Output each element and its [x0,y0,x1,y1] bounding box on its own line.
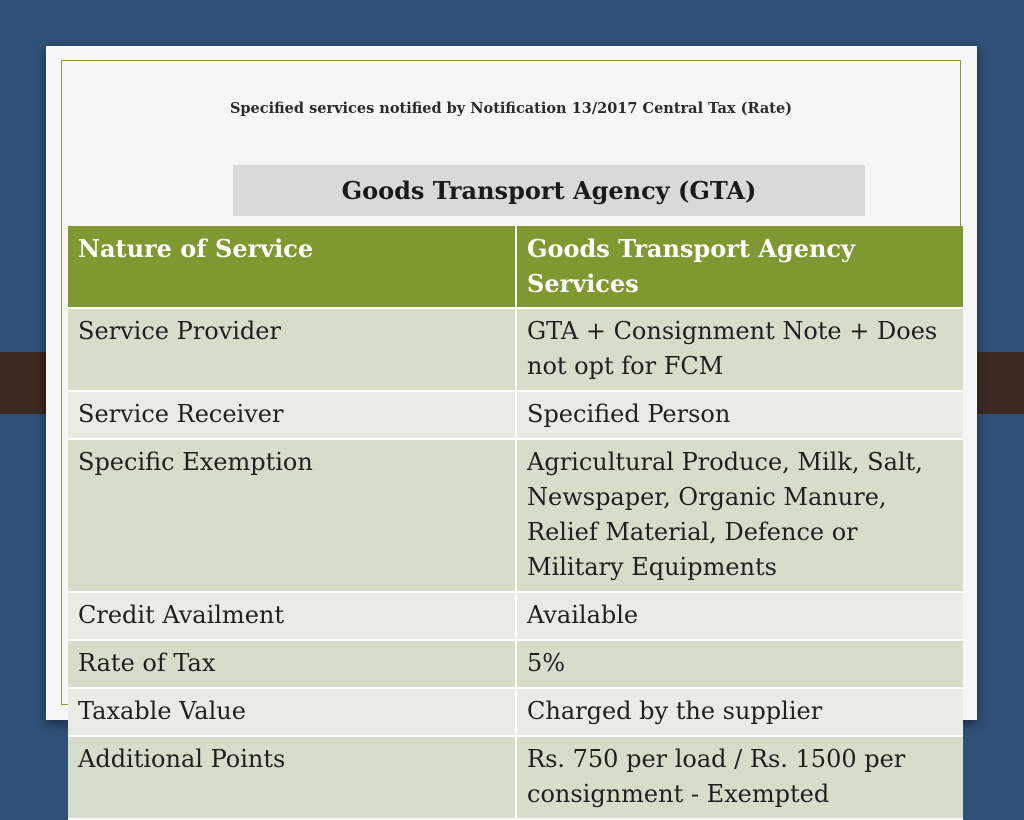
table-row: Rate of Tax 5% [68,640,963,689]
row-value: 5% [516,640,963,689]
row-value: GTA + Consignment Note + Does not opt fo… [516,308,963,392]
slide-heading-text: Goods Transport Agency (GTA) [341,176,757,205]
row-value: Specified Person [516,391,963,440]
slide-heading: Goods Transport Agency (GTA) [233,165,865,216]
row-label: Taxable Value [68,688,517,737]
row-label: Rate of Tax [68,640,517,689]
header-cell-right: Goods Transport Agency Services [516,226,963,309]
table-row: Credit Availment Available [68,592,963,641]
row-value: Charged by the supplier [516,688,963,737]
table-row: Taxable Value Charged by the supplier [68,688,963,737]
row-label: Additional Points [68,736,517,820]
row-label: Specific Exemption [68,439,517,593]
row-value: Available [516,592,963,641]
table-header-row: Nature of Service Goods Transport Agency… [68,226,963,309]
notification-caption: Specified services notified by Notificat… [229,100,793,117]
row-label: Credit Availment [68,592,517,641]
header-cell-left: Nature of Service [68,226,517,309]
table-row: Specific Exemption Agricultural Produce,… [68,439,963,593]
table-row: Service Receiver Specified Person [68,391,963,440]
row-value: Agricultural Produce, Milk, Salt, Newspa… [516,439,963,593]
table-row: Service Provider GTA + Consignment Note … [68,308,963,392]
row-label: Service Receiver [68,391,517,440]
gta-table: Nature of Service Goods Transport Agency… [68,226,963,820]
row-label: Service Provider [68,308,517,392]
row-value: Rs. 750 per load / Rs. 1500 per consignm… [516,736,963,820]
table-row: Additional Points Rs. 750 per load / Rs.… [68,736,963,820]
